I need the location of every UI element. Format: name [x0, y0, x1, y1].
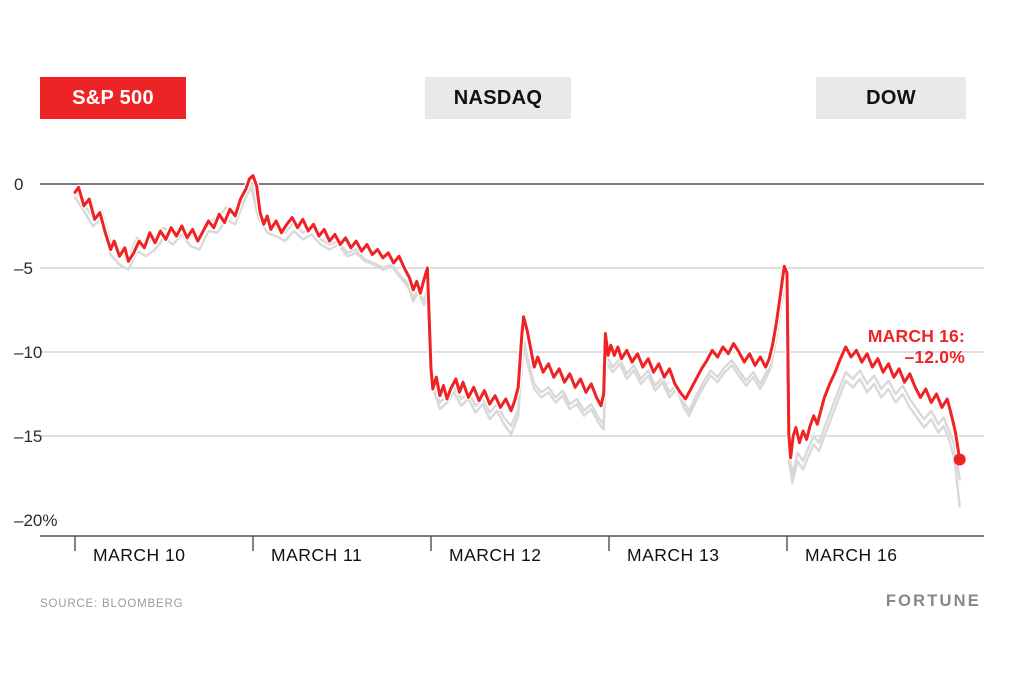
annotation-date: MARCH 16:: [867, 326, 965, 346]
tab-sp500[interactable]: S&P 500: [40, 77, 186, 119]
y-tick-label: 0: [14, 175, 23, 194]
x-tick-label: MARCH 11: [271, 545, 362, 565]
x-tick-label: MARCH 13: [627, 545, 720, 565]
annotation-value: –12.0%: [904, 347, 965, 367]
tab-dow[interactable]: DOW: [816, 77, 966, 119]
y-tick-label: –15: [14, 427, 42, 446]
x-tick-label: MARCH 12: [449, 545, 542, 565]
x-tick-label: MARCH 16: [805, 545, 898, 565]
series-line-sp500: [73, 174, 962, 461]
end-dot-sp500: [953, 453, 966, 466]
source-credit: SOURCE: BLOOMBERG: [40, 598, 184, 610]
y-tick-label: –20%: [14, 511, 57, 530]
tab-nasdaq[interactable]: NASDAQ: [425, 77, 571, 119]
fortune-logo: FORTUNE: [885, 592, 981, 610]
series-line-nasdaq: [73, 186, 961, 481]
y-tick-label: –10: [14, 343, 42, 362]
chart-annotation: MARCH 16: –12.0%: [868, 326, 965, 368]
y-tick-label: –5: [14, 259, 33, 278]
x-tick-label: MARCH 10: [93, 545, 186, 565]
